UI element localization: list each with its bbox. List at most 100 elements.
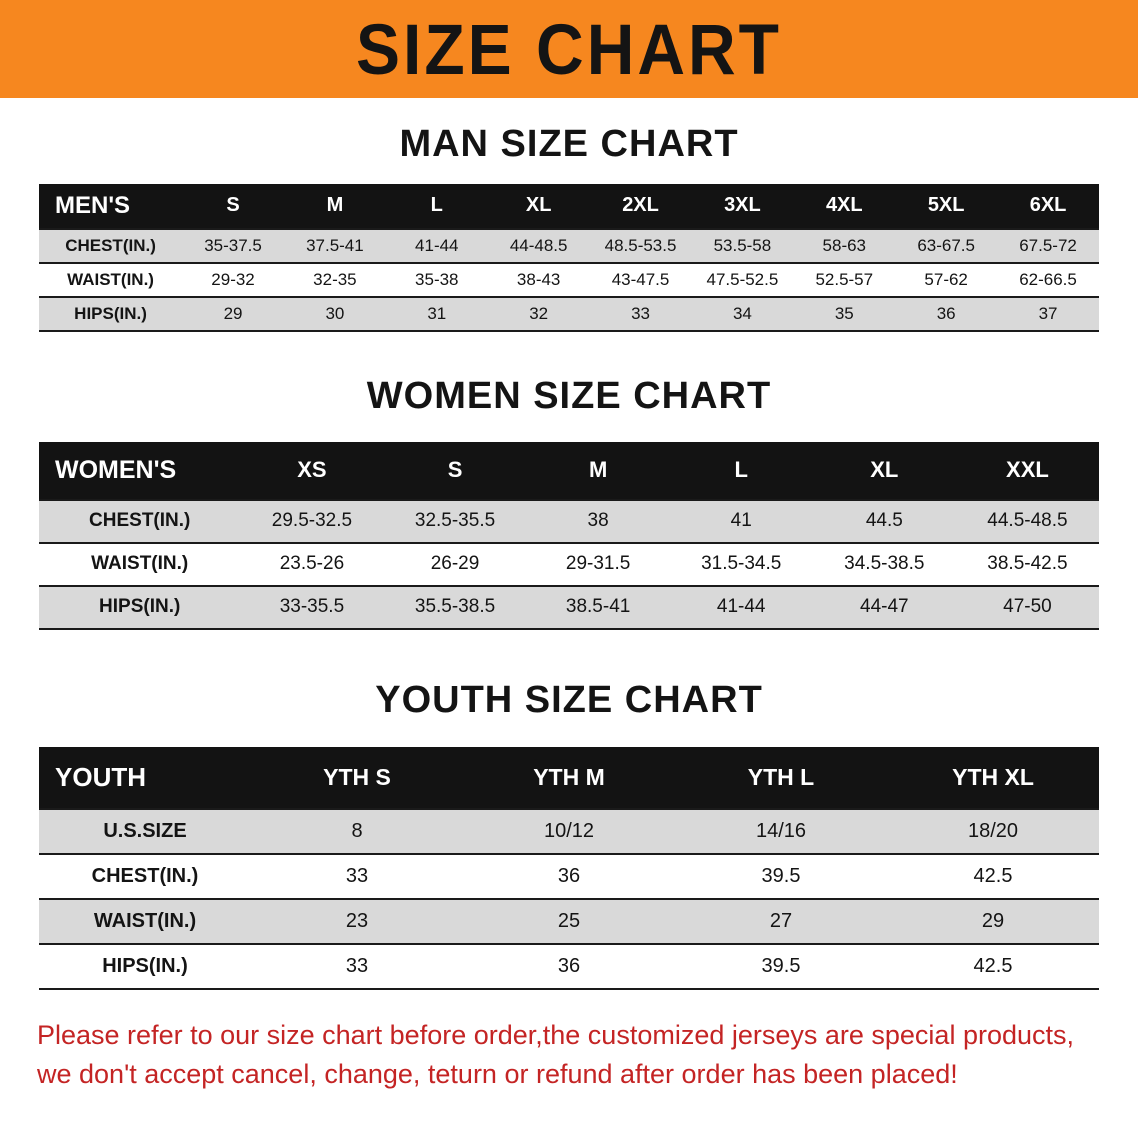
row-label-cell: WAIST(IN.) (91, 553, 189, 575)
row-label-cell: CHEST(IN.) (65, 235, 156, 255)
size-value-cell: 33 (345, 955, 369, 978)
footer-line-2: we don't accept cancel, change, teturn o… (37, 1059, 958, 1090)
size-header-cell: 6XL (997, 183, 1099, 229)
size-value-cell: 33 (345, 865, 369, 888)
size-header-cell: YTH XL (887, 747, 1099, 810)
size-value-cell: 32 (529, 303, 549, 323)
size-chart-section-women: WOMEN SIZE CHART WOMEN'S XS S M L XL XXL CHEST(I… (0, 374, 1138, 630)
size-header-cell: YTH S (251, 747, 463, 810)
size-value-cell: 47-50 (1003, 596, 1052, 618)
size-header-cell: S (182, 183, 284, 229)
size-chart-section-youth: YOUTH SIZE CHART YOUTH YTH S YTH M YTH L YTH … (0, 678, 1138, 991)
size-value-cell: 42.5 (973, 865, 1013, 888)
table-row: U.S.SIZE 8 10/12 14/16 18/20 (39, 809, 1099, 855)
size-value-cell: 52.5-57 (815, 269, 874, 289)
size-value-cell: 39.5 (761, 865, 801, 888)
size-header-cell: L (385, 183, 488, 229)
size-value-cell: 23 (345, 910, 369, 933)
size-header-cell: YTH L (675, 747, 887, 810)
footer-line-1: Please refer to our size chart before or… (37, 1020, 1075, 1051)
table-row: CHEST(IN.) 35-37.5 37.5-41 41-44 44-48.5 48.5… (39, 228, 1099, 263)
size-value-cell: 41 (730, 510, 752, 532)
size-header-cell: M (526, 441, 670, 500)
table-row: HIPS(IN.) 29 30 31 32 33 34 35 36 37 (39, 296, 1099, 331)
size-value-cell: 31.5-34.5 (701, 553, 782, 575)
size-value-cell: 27 (769, 910, 793, 933)
size-value-cell: 67.5-72 (1019, 235, 1077, 255)
size-value-cell: 30 (325, 303, 345, 323)
size-header-cell: M (283, 183, 386, 229)
size-value-cell: 32-35 (313, 269, 357, 289)
size-value-cell: 29 (981, 910, 1005, 933)
sections-container: MAN SIZE CHART MEN'S S M L XL 2XL 3XL 4XL 5XL 6XL C… (0, 123, 1138, 991)
size-value-cell: 36 (557, 955, 581, 978)
size-chart-banner: SIZE CHART (0, 0, 1138, 98)
section-heading-youth: YOUTH SIZE CHART (375, 678, 763, 721)
size-header-cell: S (383, 441, 527, 500)
size-value-cell: 37 (1038, 303, 1058, 323)
size-chart-section-men: MAN SIZE CHART MEN'S S M L XL 2XL 3XL 4XL 5XL 6XL C… (0, 123, 1138, 332)
size-value-cell: 57-62 (924, 269, 968, 289)
size-value-cell: 38.5-42.5 (987, 553, 1068, 575)
size-value-cell: 31 (427, 303, 447, 323)
row-label-cell: CHEST(IN.) (89, 510, 191, 532)
table-title-cell: MEN'S (39, 183, 183, 229)
table-header-row: WOMEN'S XS S M L XL XXL (39, 441, 1099, 500)
row-label-cell: HIPS(IN.) (99, 596, 181, 618)
size-value-cell: 23.5-26 (279, 553, 345, 575)
size-value-cell: 44-48.5 (509, 235, 568, 255)
size-header-cell: 2XL (589, 183, 692, 229)
size-value-cell: 44.5 (865, 510, 903, 532)
table-title-cell: WOMEN'S (39, 441, 241, 500)
row-label-cell: HIPS(IN.) (102, 955, 188, 978)
section-heading-men: MAN SIZE CHART (399, 123, 739, 165)
size-value-cell: 35.5-38.5 (414, 596, 496, 618)
size-value-cell: 38 (587, 510, 609, 532)
size-value-cell: 41-44 (716, 596, 766, 618)
size-value-cell: 35-38 (415, 269, 459, 289)
size-value-cell: 33-35.5 (279, 596, 345, 618)
table-row: CHEST(IN.) 33 36 39.5 42.5 (39, 854, 1099, 899)
page-title: SIZE CHART (356, 9, 782, 89)
size-value-cell: 29.5-32.5 (271, 510, 353, 532)
table-header-row: MEN'S S M L XL 2XL 3XL 4XL 5XL 6XL (39, 183, 1099, 229)
size-header-cell: XS (240, 441, 384, 500)
size-value-cell: 44.5-48.5 (987, 510, 1068, 532)
table-row: WAIST(IN.) 23 25 27 29 (39, 899, 1099, 945)
row-label-cell: CHEST(IN.) (91, 865, 199, 888)
size-value-cell: 39.5 (761, 955, 801, 978)
size-value-cell: 41-44 (415, 235, 459, 255)
size-value-cell: 58-63 (822, 235, 867, 255)
table-title-cell: YOUTH (39, 747, 251, 810)
size-value-cell: 38-43 (516, 269, 561, 289)
size-value-cell: 35 (834, 303, 854, 323)
size-value-cell: 34 (732, 303, 752, 323)
size-value-cell: 29-32 (211, 269, 255, 289)
size-header-cell: XL (812, 441, 956, 500)
table-header-row: YOUTH YTH S YTH M YTH L YTH XL (39, 747, 1099, 810)
size-header-cell: XXL (955, 441, 1099, 500)
size-value-cell: 62-66.5 (1019, 269, 1077, 289)
size-value-cell: 37.5-41 (306, 235, 364, 255)
size-table-men: MEN'S S M L XL 2XL 3XL 4XL 5XL 6XL CHEST(IN.) 35-37… (39, 183, 1099, 332)
size-value-cell: 36 (557, 865, 581, 888)
section-heading-women: WOMEN SIZE CHART (366, 374, 772, 417)
size-value-cell: 29-31.5 (565, 553, 631, 575)
size-value-cell: 33 (631, 303, 650, 323)
size-header-cell: L (669, 441, 813, 500)
size-value-cell: 10/12 (543, 820, 595, 843)
size-value-cell: 29 (223, 303, 243, 323)
size-value-cell: 47.5-52.5 (706, 269, 779, 289)
size-value-cell: 35-37.5 (204, 235, 262, 255)
row-label-cell: U.S.SIZE (103, 820, 187, 843)
table-row: WAIST(IN.) 29-32 32-35 35-38 38-43 43-47.5 47.… (39, 262, 1099, 297)
size-value-cell: 25 (557, 910, 581, 933)
row-label-cell: HIPS(IN.) (74, 303, 147, 323)
size-value-cell: 42.5 (973, 955, 1013, 978)
size-value-cell: 63-67.5 (917, 235, 975, 255)
table-row: HIPS(IN.) 33-35.5 35.5-38.5 38.5-41 41-44 44-… (39, 585, 1099, 629)
size-table-women: WOMEN'S XS S M L XL XXL CHEST(IN.) 29.5-32.5 32.5… (39, 441, 1099, 630)
size-value-cell: 26-29 (430, 553, 480, 575)
size-value-cell: 32.5-35.5 (414, 510, 496, 532)
table-row: CHEST(IN.) 29.5-32.5 32.5-35.5 38 41 44.5 44.5… (39, 499, 1099, 543)
